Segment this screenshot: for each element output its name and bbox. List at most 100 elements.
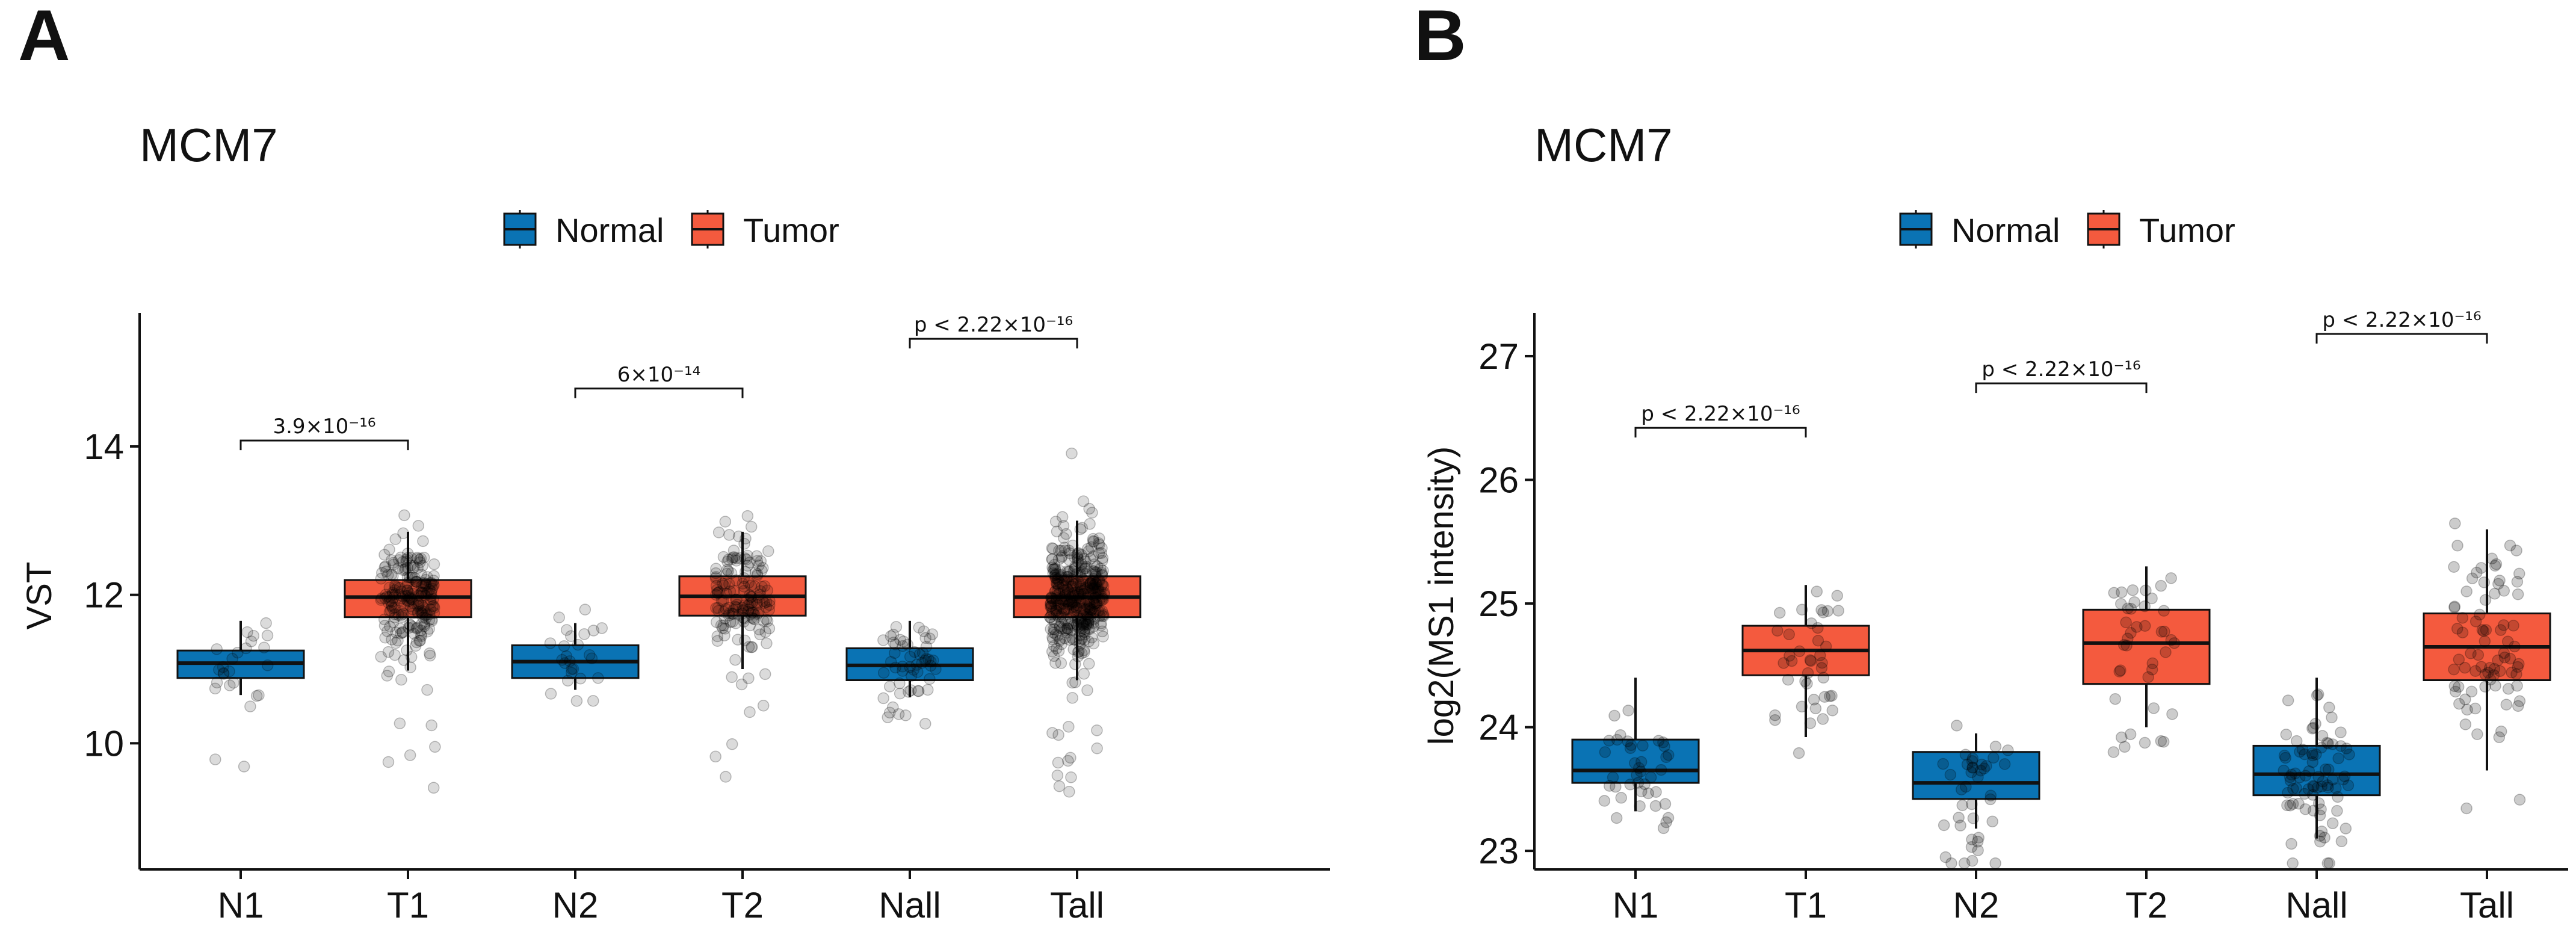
- data-point: [404, 749, 416, 761]
- data-point: [2338, 770, 2351, 783]
- data-point: [2306, 723, 2318, 735]
- data-point: [1084, 609, 1096, 621]
- data-point: [1061, 622, 1073, 635]
- data-point: [710, 579, 723, 592]
- data-point: [1088, 565, 1101, 578]
- data-point: [745, 579, 757, 591]
- data-point: [418, 577, 430, 589]
- data-point: [1074, 581, 1087, 593]
- data-point: [572, 638, 584, 651]
- data-point: [894, 677, 906, 690]
- data-point: [1046, 542, 1058, 554]
- data-point: [404, 619, 416, 631]
- points-t1: [375, 509, 441, 794]
- data-point: [2318, 832, 2330, 844]
- data-point: [2290, 735, 2303, 747]
- data-point: [745, 591, 758, 603]
- data-point: [427, 579, 440, 591]
- data-point: [1804, 717, 1817, 729]
- data-point: [384, 620, 396, 633]
- data-point: [1082, 611, 1094, 623]
- data-point: [1812, 622, 1824, 634]
- data-point: [2148, 702, 2160, 714]
- y-tick-label: 10: [84, 723, 124, 764]
- data-point: [1052, 756, 1064, 769]
- data-point: [1071, 619, 1083, 631]
- data-point: [726, 616, 739, 628]
- data-point: [2142, 671, 2154, 684]
- y-axis-label: log2(MS1 intensity): [1422, 446, 1461, 745]
- data-point: [716, 578, 729, 590]
- data-point: [2484, 662, 2496, 674]
- data-point: [1084, 611, 1097, 624]
- data-point: [715, 594, 728, 607]
- data-point: [2448, 680, 2461, 693]
- data-point: [903, 686, 915, 698]
- data-point: [422, 586, 434, 598]
- box-n1: [176, 620, 305, 696]
- data-point: [751, 599, 763, 611]
- y-tick-label: 14: [84, 427, 124, 467]
- data-point: [1086, 582, 1099, 595]
- data-point: [1072, 551, 1084, 564]
- data-point: [1067, 608, 1080, 620]
- data-point: [1096, 569, 1108, 581]
- data-point: [1058, 532, 1070, 544]
- data-point: [1078, 644, 1090, 656]
- data-point: [2139, 600, 2151, 613]
- data-point: [741, 549, 754, 562]
- data-point: [1092, 582, 1104, 594]
- data-point: [723, 602, 735, 614]
- data-point: [897, 660, 909, 673]
- data-point: [2294, 745, 2306, 758]
- data-point: [558, 657, 571, 669]
- p-value-label: p < 2.22×10⁻¹⁶: [1641, 402, 1800, 426]
- data-point: [1070, 602, 1083, 614]
- data-point: [1089, 597, 1101, 610]
- data-point: [1075, 613, 1087, 625]
- data-point: [1087, 620, 1100, 633]
- data-point: [421, 588, 433, 600]
- data-point: [1095, 617, 1107, 629]
- data-point: [761, 584, 774, 596]
- data-point: [397, 527, 409, 540]
- data-point: [424, 649, 436, 662]
- data-point: [1046, 553, 1058, 566]
- chart-title: MCM7: [140, 119, 278, 171]
- data-point: [892, 708, 905, 720]
- data-point: [905, 670, 918, 682]
- data-point: [1091, 566, 1103, 578]
- data-point: [1083, 658, 1095, 670]
- data-point: [2299, 770, 2312, 782]
- data-point: [2513, 567, 2525, 580]
- data-point: [1055, 616, 1068, 628]
- points-tall: [2448, 517, 2526, 815]
- data-point: [1598, 795, 1611, 807]
- data-point: [1096, 592, 1108, 605]
- data-point: [1785, 655, 1798, 667]
- data-point: [2448, 663, 2460, 676]
- data-point: [712, 587, 724, 599]
- data-point: [746, 611, 758, 624]
- data-point: [726, 551, 739, 564]
- y-tick-label: 23: [1478, 831, 1519, 871]
- data-point: [2120, 640, 2133, 652]
- data-point: [1076, 633, 1088, 646]
- data-point: [1046, 646, 1058, 658]
- data-point: [376, 567, 388, 579]
- data-point: [388, 558, 400, 571]
- data-point: [1966, 755, 1978, 767]
- data-point: [2469, 702, 2482, 715]
- data-point: [709, 567, 722, 579]
- data-point: [727, 604, 740, 617]
- data-point: [2146, 664, 2158, 676]
- data-point: [1055, 623, 1067, 635]
- data-point: [756, 581, 768, 593]
- data-point: [1067, 620, 1080, 632]
- data-point: [2450, 685, 2462, 698]
- data-point: [1096, 610, 1108, 622]
- data-point: [1065, 581, 1078, 593]
- data-point: [1090, 578, 1103, 590]
- data-point: [416, 599, 428, 611]
- data-point: [2307, 721, 2320, 734]
